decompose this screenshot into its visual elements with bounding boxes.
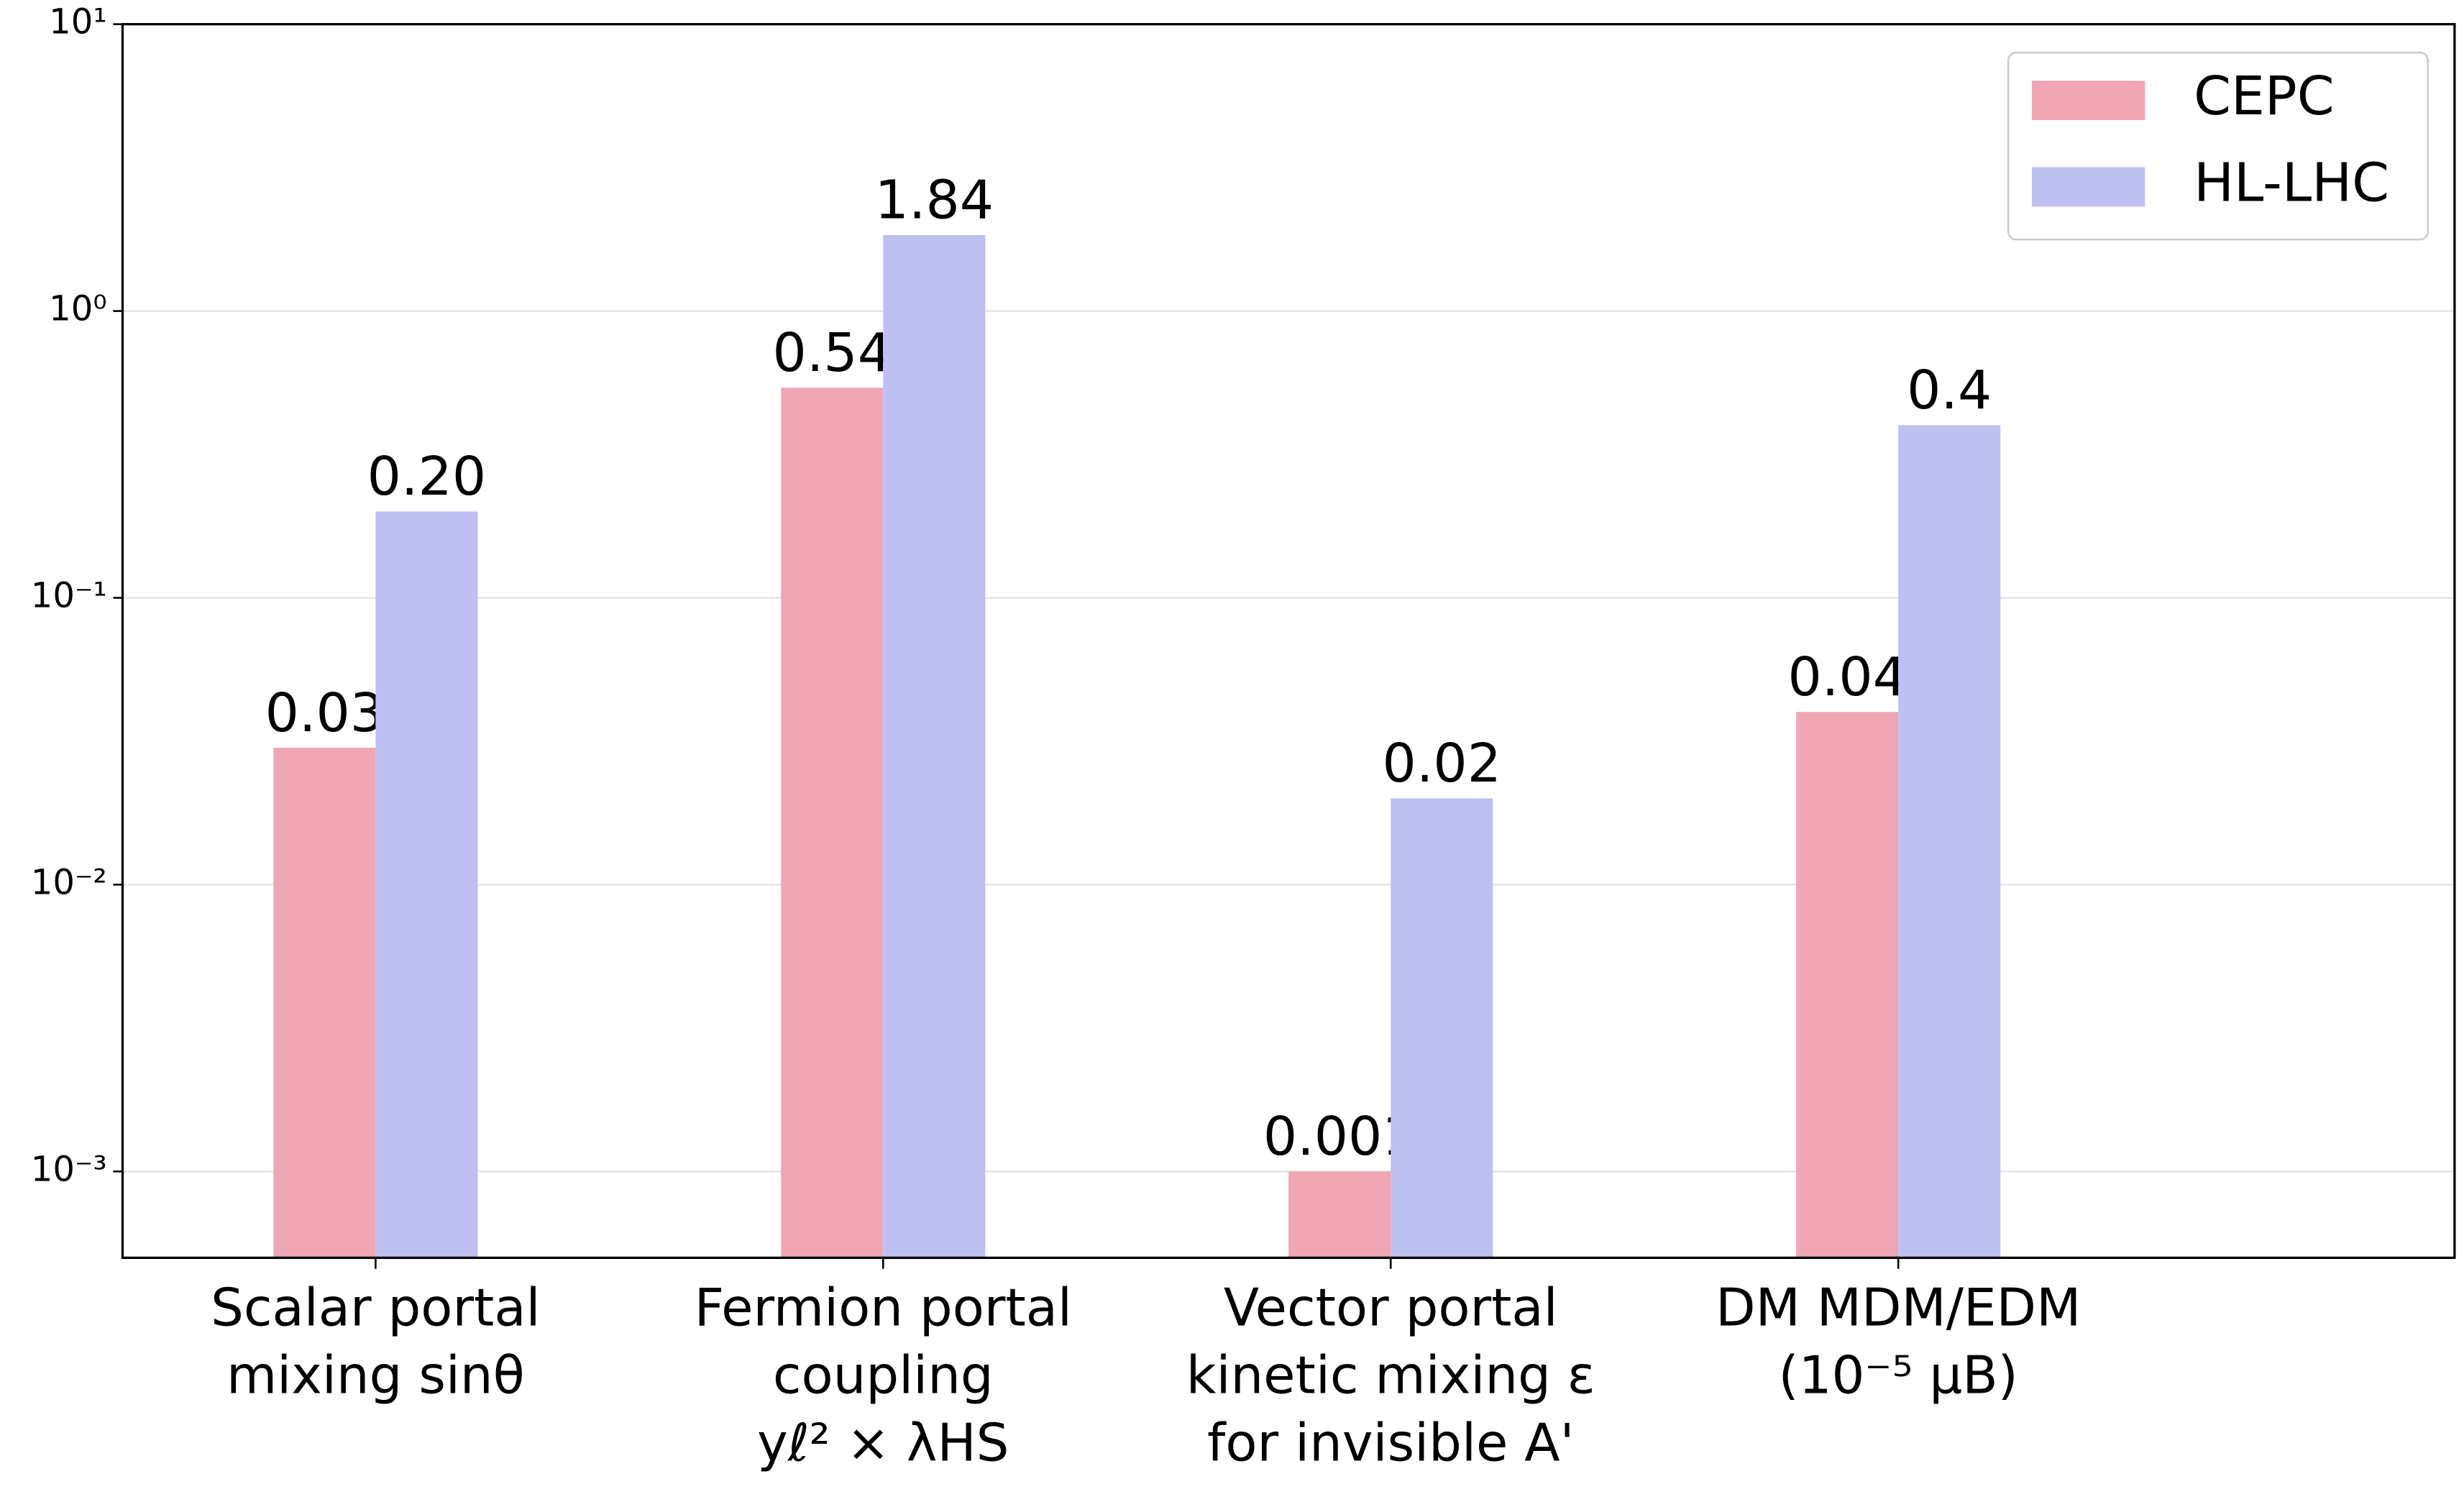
- x-tick-label: mixing sinθ: [226, 1346, 525, 1406]
- value-label: 0.04: [1787, 646, 1906, 708]
- x-tick-label: yℓ² × λHS: [757, 1414, 1009, 1474]
- bar: [1898, 425, 2001, 1258]
- value-label: 0.02: [1383, 732, 1501, 794]
- bar: [1288, 1171, 1391, 1258]
- bar: [1796, 712, 1899, 1258]
- value-label: 0.20: [367, 445, 486, 508]
- legend-swatch: [2031, 167, 2145, 207]
- bar: [1391, 798, 1493, 1258]
- bar: [375, 511, 478, 1258]
- x-tick-label: coupling: [773, 1346, 994, 1406]
- y-tick-label: 10⁰: [49, 289, 106, 329]
- value-label: 1.84: [875, 169, 994, 232]
- bar: [781, 388, 884, 1258]
- value-label: 0.03: [265, 682, 384, 744]
- bar: [273, 748, 376, 1258]
- value-label: 0.54: [773, 321, 892, 384]
- x-tick-label: Fermion portal: [695, 1278, 1072, 1339]
- legend-label: HL-LHC: [2194, 151, 2389, 214]
- y-tick-label: 10⁻²: [31, 862, 107, 902]
- x-tick-label: kinetic mixing ε: [1186, 1346, 1595, 1406]
- y-tick-label: 10¹: [49, 2, 106, 42]
- y-tick-label: 10⁻³: [31, 1149, 107, 1189]
- x-tick-label: DM MDM/EDM: [1716, 1278, 2081, 1339]
- y-tick-label: 10⁻¹: [31, 575, 107, 615]
- legend-label: CEPC: [2194, 65, 2335, 127]
- x-tick-label: for invisible A': [1207, 1414, 1574, 1474]
- value-label: 0.4: [1907, 359, 1992, 421]
- value-label: 0.001: [1263, 1105, 1416, 1168]
- legend-swatch: [2031, 81, 2145, 120]
- x-tick-label: Scalar portal: [211, 1278, 540, 1339]
- bar: [883, 234, 986, 1258]
- x-tick-label: (10⁻⁵ μB): [1779, 1346, 2018, 1406]
- x-tick-label: Vector portal: [1224, 1278, 1558, 1339]
- plot-frame: [121, 23, 2456, 1259]
